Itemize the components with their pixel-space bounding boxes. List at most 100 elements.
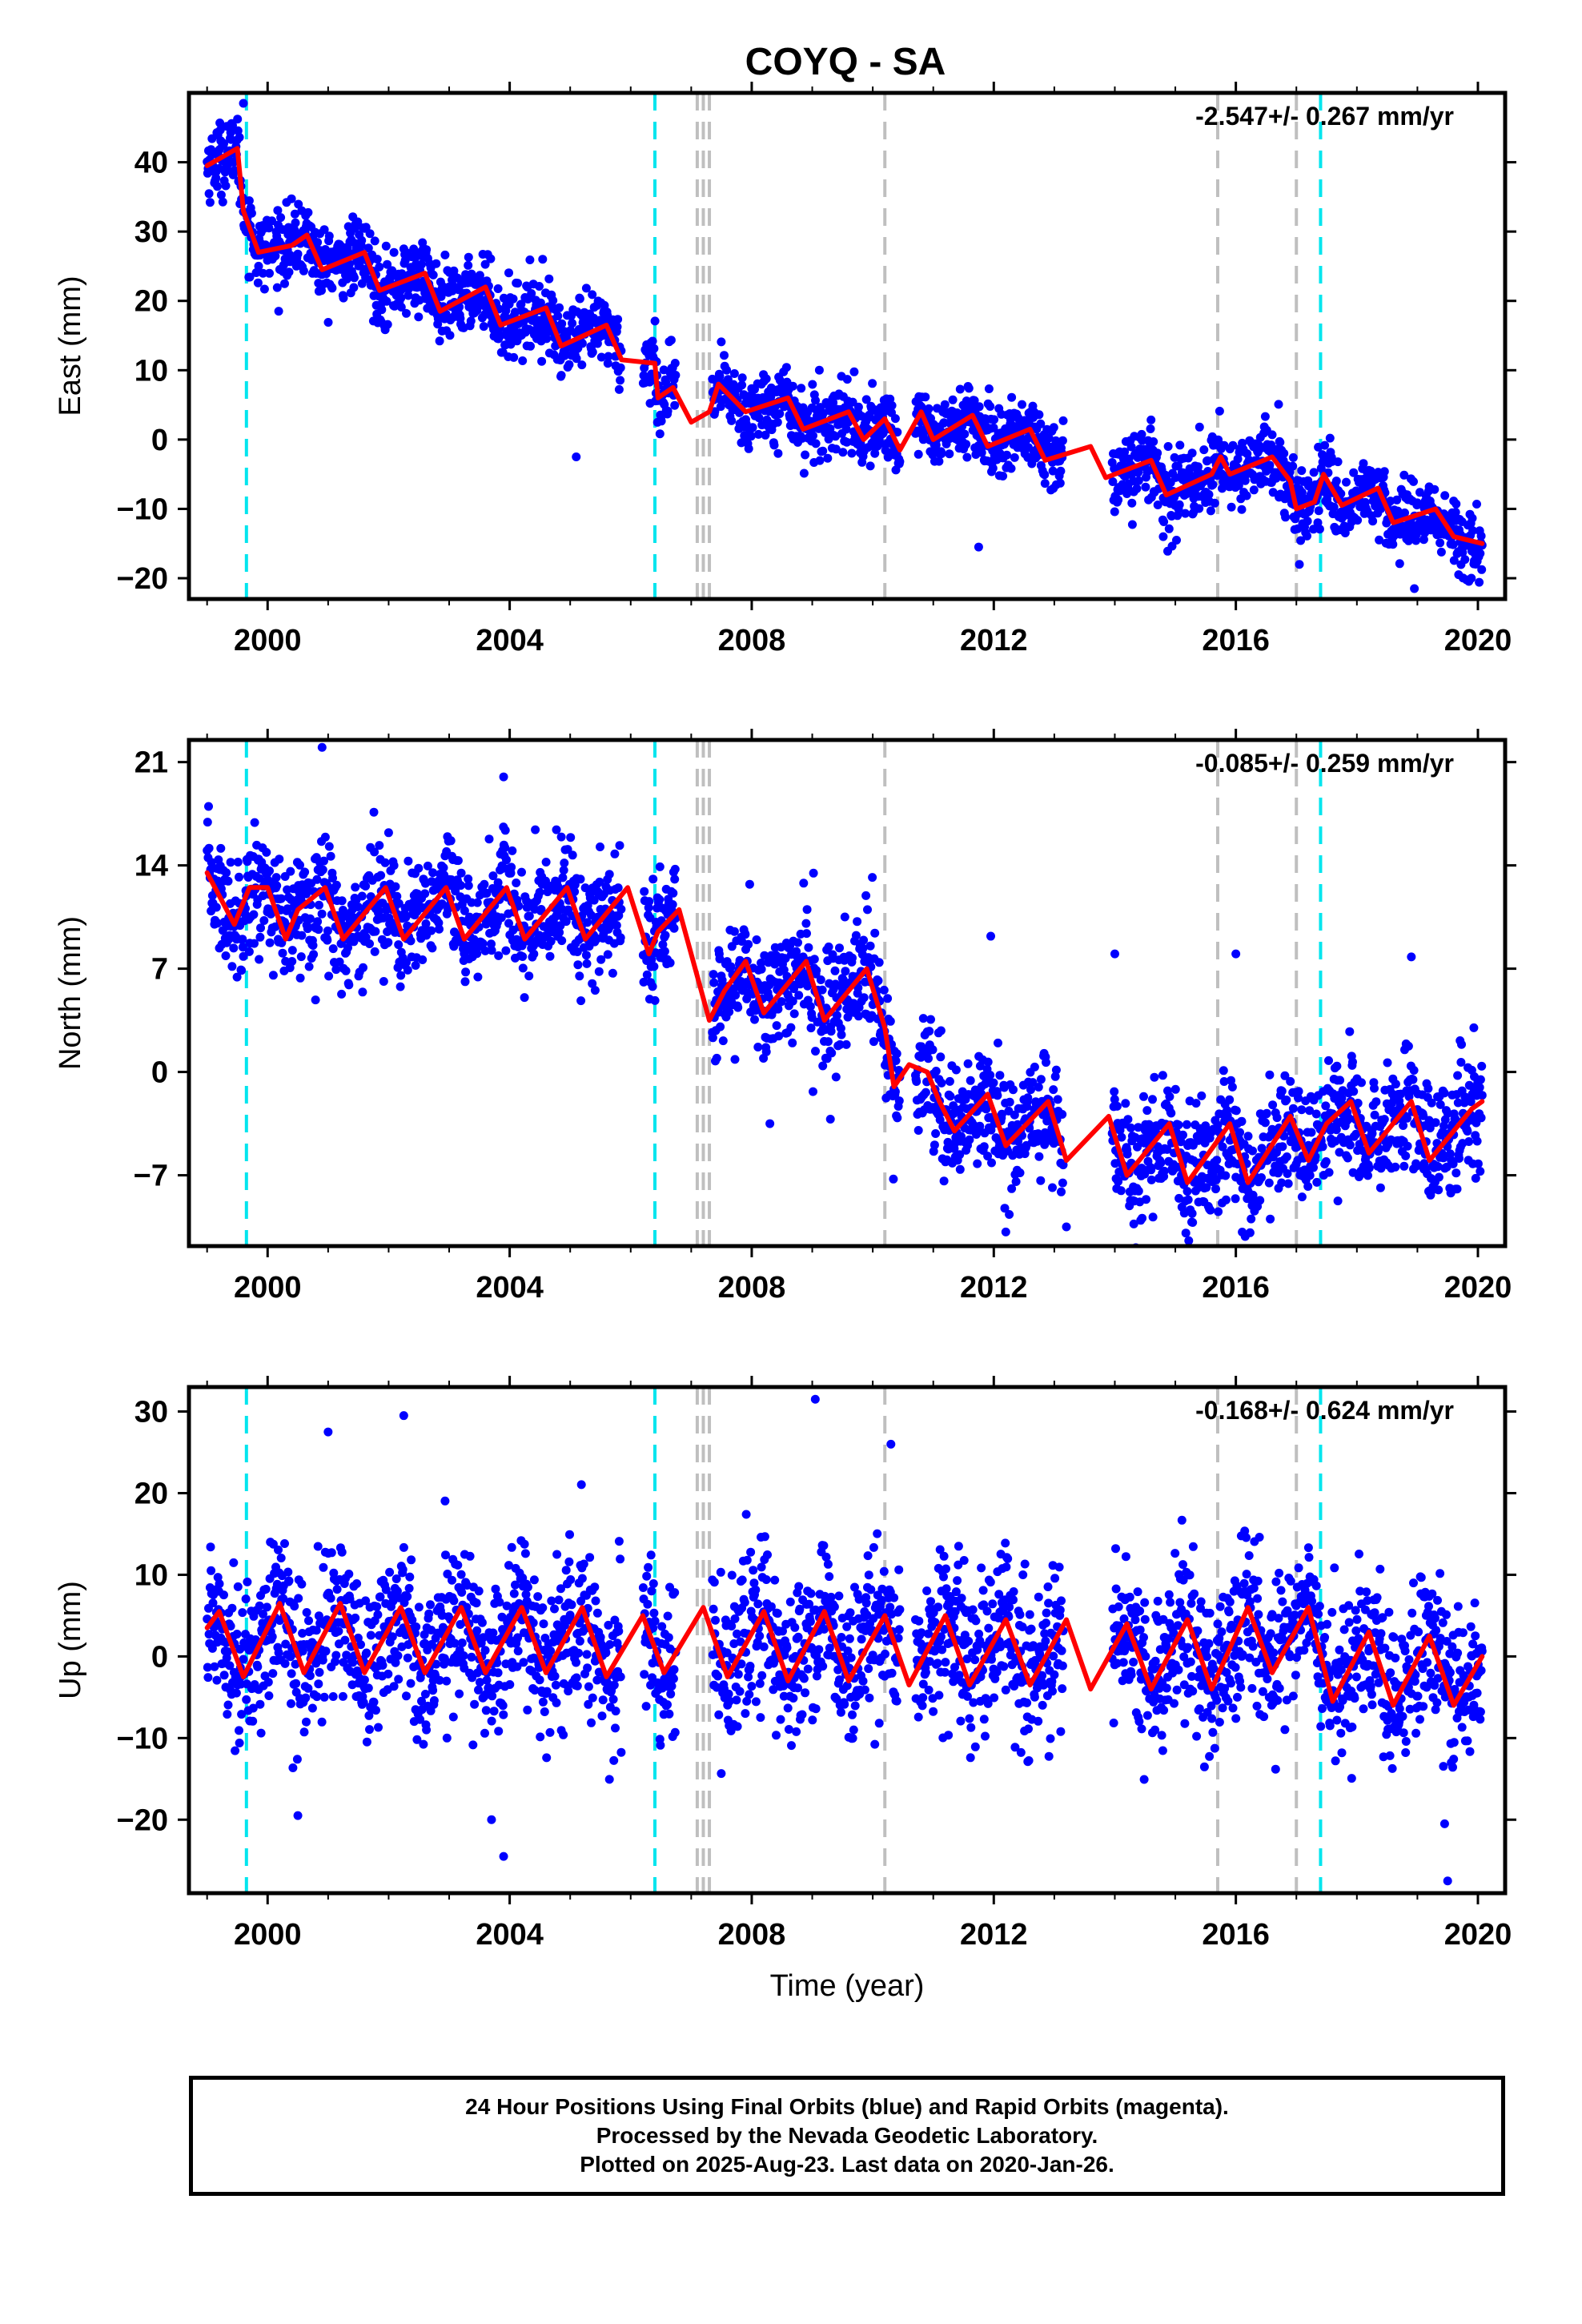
- data-point: [556, 371, 566, 380]
- data-point: [355, 259, 364, 268]
- data-point: [1164, 524, 1174, 533]
- data-point: [1262, 1108, 1271, 1118]
- data-point: [414, 312, 424, 322]
- data-point: [392, 891, 402, 901]
- data-point: [516, 300, 526, 309]
- data-point: [1463, 1127, 1472, 1136]
- data-point: [313, 238, 323, 247]
- data-point: [1391, 1162, 1400, 1172]
- x-tick-label: 2008: [718, 1271, 786, 1305]
- data-point: [1452, 1168, 1461, 1178]
- data-point: [549, 921, 559, 931]
- data-point: [265, 866, 274, 875]
- data-point: [1110, 507, 1119, 517]
- data-point: [323, 926, 332, 935]
- data-point: [1057, 1187, 1066, 1196]
- data-point: [729, 369, 739, 378]
- data-point: [363, 243, 373, 253]
- y-axis-label: North (mm): [54, 916, 87, 1070]
- data-point: [488, 871, 498, 881]
- data-point: [918, 435, 928, 444]
- data-point: [793, 938, 802, 947]
- data-point: [239, 951, 248, 961]
- data-point: [595, 877, 604, 887]
- data-point: [535, 887, 544, 897]
- data-point: [1349, 1087, 1359, 1096]
- data-point: [225, 1661, 235, 1671]
- data-point: [575, 294, 584, 304]
- data-point: [1295, 560, 1304, 569]
- data-point: [445, 331, 455, 340]
- data-point: [276, 213, 286, 223]
- data-point: [295, 973, 305, 983]
- data-point: [576, 996, 586, 1006]
- data-point: [428, 943, 437, 953]
- data-point: [1132, 484, 1142, 493]
- data-point: [472, 949, 482, 959]
- data-point: [885, 1016, 895, 1026]
- data-point: [588, 290, 597, 300]
- data-point: [1170, 472, 1180, 482]
- data-point: [1187, 448, 1197, 458]
- data-point: [1439, 1153, 1448, 1163]
- data-point: [555, 927, 564, 937]
- data-point: [1055, 478, 1065, 488]
- data-point: [317, 909, 327, 919]
- data-point: [231, 1746, 240, 1755]
- data-point: [1351, 1129, 1361, 1139]
- data-point: [851, 931, 861, 940]
- data-point: [1319, 452, 1328, 461]
- data-point: [1139, 1092, 1148, 1101]
- data-point: [604, 352, 613, 361]
- data-point: [589, 895, 599, 905]
- data-point: [255, 955, 264, 964]
- data-point: [276, 894, 286, 903]
- data-point: [484, 834, 494, 844]
- data-point: [937, 1078, 946, 1088]
- data-point: [230, 166, 239, 175]
- data-point: [271, 873, 281, 883]
- data-point: [319, 225, 329, 235]
- data-point: [1435, 538, 1445, 548]
- data-point: [223, 876, 233, 886]
- data-point: [943, 1137, 953, 1147]
- data-point: [513, 279, 523, 288]
- data-point: [265, 268, 274, 278]
- data-points: [203, 742, 1487, 1246]
- data-point: [1015, 1168, 1025, 1177]
- data-point: [973, 1159, 982, 1168]
- data-point: [216, 843, 226, 853]
- data-point: [1141, 482, 1150, 492]
- data-point: [1279, 448, 1289, 458]
- data-point: [493, 284, 503, 293]
- data-point: [582, 959, 592, 968]
- data-point: [1210, 498, 1219, 508]
- data-point: [1182, 1120, 1191, 1129]
- data-point: [581, 283, 591, 293]
- data-point: [1343, 1153, 1352, 1163]
- data-point: [650, 995, 660, 1005]
- data-point: [1379, 1115, 1389, 1124]
- data-point: [1000, 1204, 1010, 1213]
- data-point: [472, 898, 482, 907]
- data-point: [256, 923, 265, 933]
- model-line: [204, 146, 1485, 546]
- data-point: [464, 252, 473, 262]
- data-point: [893, 1113, 902, 1123]
- rate-label: -0.085+/- 0.259 mm/yr: [1195, 749, 1454, 778]
- data-point: [963, 1059, 973, 1068]
- data-point: [1409, 476, 1418, 486]
- data-point: [1110, 1095, 1119, 1104]
- data-point: [1331, 1125, 1341, 1135]
- data-point: [1309, 1163, 1318, 1172]
- data-point: [1182, 1187, 1192, 1196]
- data-point: [1408, 1075, 1418, 1084]
- data-point: [1123, 1115, 1133, 1124]
- data-point: [226, 1622, 235, 1630]
- data-point: [389, 247, 399, 257]
- data-point: [1134, 476, 1143, 485]
- data-point: [1221, 1195, 1231, 1204]
- data-point: [299, 266, 308, 275]
- data-point: [986, 1125, 996, 1135]
- data-point: [604, 870, 614, 879]
